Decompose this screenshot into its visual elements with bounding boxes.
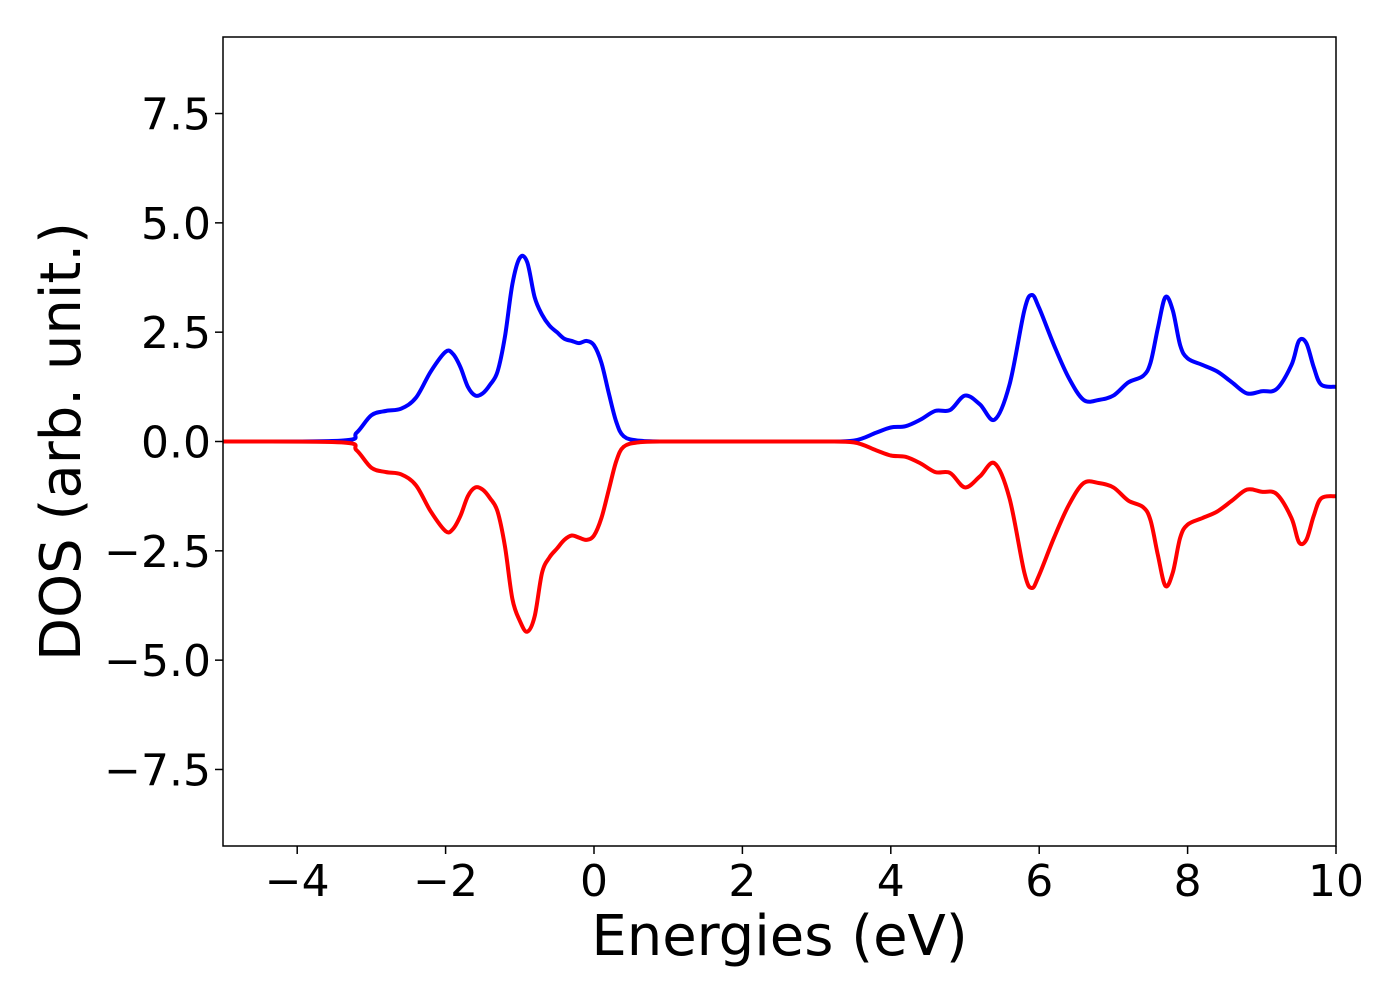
x-tick-label: 0 (580, 856, 608, 907)
x-tick-label: −4 (265, 856, 330, 907)
x-tick-label: 6 (1025, 856, 1053, 907)
series-layer (223, 253, 1336, 634)
y-tick-label: 7.5 (141, 90, 211, 141)
y-axis-title: DOS (arb. unit.) (29, 222, 94, 661)
y-tick-label: 5.0 (141, 199, 211, 250)
x-tick-label: 8 (1174, 856, 1202, 907)
x-tick-label: −2 (413, 856, 478, 907)
dos-series-positive (223, 253, 1336, 444)
x-tick-label: 2 (728, 856, 756, 907)
y-tick-label: 2.5 (141, 308, 211, 359)
dos-series-negative (223, 439, 1336, 634)
y-axis: 7.5 5.0 2.5 0.0 −2.5 −5.0 −7.5 (104, 90, 223, 796)
x-tick-label: 4 (877, 856, 905, 907)
x-axis: −4 −2 0 2 4 6 8 10 (265, 846, 1364, 907)
x-tick-label: 10 (1308, 856, 1364, 907)
y-tick-label: −2.5 (104, 527, 211, 578)
y-tick-label: −5.0 (104, 636, 211, 687)
x-axis-title: Energies (eV) (591, 904, 967, 969)
y-tick-label: −7.5 (104, 745, 211, 796)
y-tick-label: 0.0 (141, 418, 211, 469)
